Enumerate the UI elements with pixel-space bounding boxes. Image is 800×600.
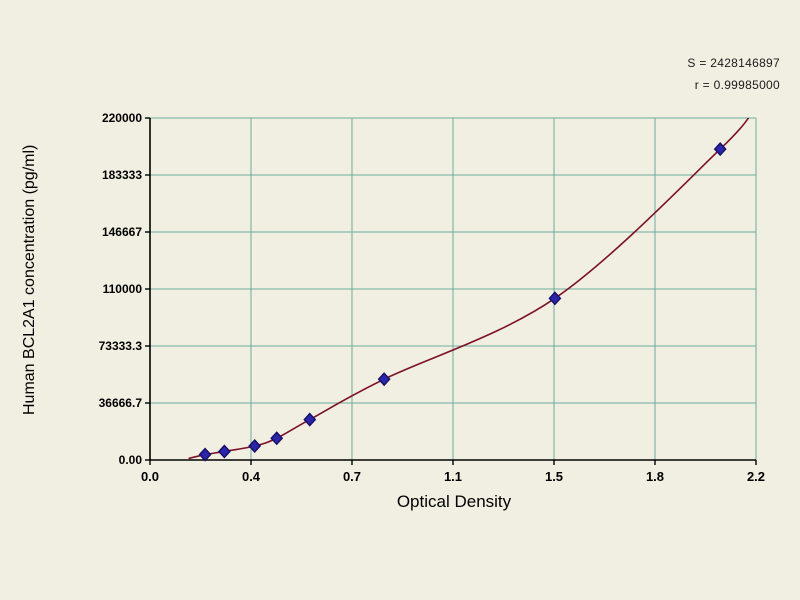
x-axis-title: Optical Density	[396, 492, 512, 511]
data-point-diamond	[198, 447, 212, 462]
fit-statistic-s: S = 2428146897	[687, 56, 780, 70]
y-tick-label: 146667	[102, 225, 142, 239]
data-point-diamond	[217, 444, 231, 459]
data-point-diamond	[270, 431, 284, 446]
x-tick-label: 2.2	[747, 469, 765, 484]
x-tick-label: 0.7	[343, 469, 361, 484]
y-tick-label: 73333.3	[99, 339, 143, 353]
data-point-diamond	[548, 291, 562, 306]
x-tick-label: 1.8	[646, 469, 664, 484]
fit-statistic-r: r = 0.99985000	[694, 78, 780, 92]
fitted-curve	[188, 118, 750, 460]
data-point-diamond	[248, 438, 262, 454]
y-tick-label: 220000	[102, 111, 142, 125]
x-tick-label: 0.4	[242, 469, 261, 484]
y-tick-label: 36666.7	[99, 396, 143, 410]
data-point-diamond	[377, 372, 391, 387]
y-tick-label: 110000	[103, 282, 143, 296]
x-tick-label: 1.1	[444, 469, 462, 484]
y-tick-label: 0.00	[119, 453, 143, 467]
fit-statistics: S = 2428146897 r = 0.99985000	[687, 52, 780, 96]
x-tick-label: 0.0	[141, 469, 159, 484]
data-point-diamond	[713, 142, 727, 157]
y-tick-label: 183333	[102, 168, 142, 182]
x-tick-label: 1.5	[545, 469, 563, 484]
data-point-diamond	[303, 412, 317, 427]
